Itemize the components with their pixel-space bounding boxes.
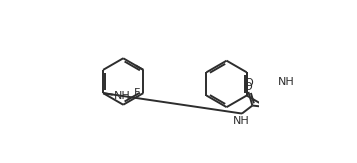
Text: NH: NH (233, 116, 250, 126)
Text: NH: NH (114, 90, 130, 101)
Text: O: O (244, 78, 253, 88)
Text: O: O (243, 82, 252, 92)
Text: F: F (134, 88, 140, 98)
Text: NH: NH (278, 77, 295, 87)
